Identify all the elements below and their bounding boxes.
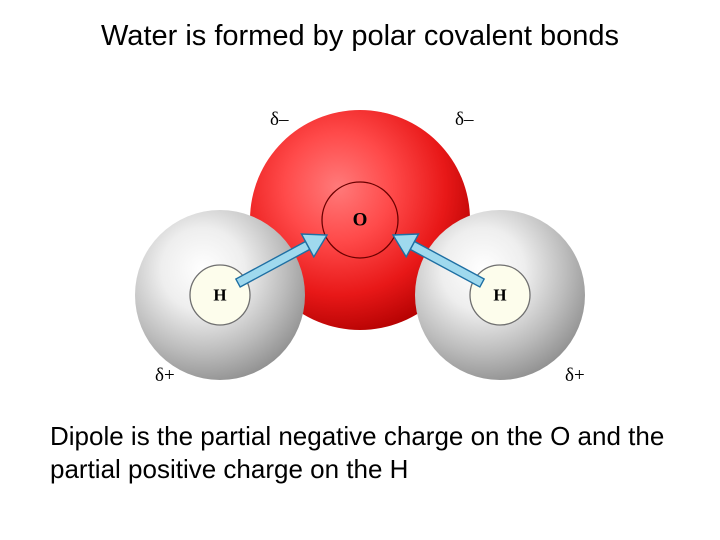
charge-label: δ+ xyxy=(155,365,175,385)
hydrogen-label: H xyxy=(493,286,506,305)
charge-label: δ– xyxy=(270,109,289,130)
hydrogen-label: H xyxy=(213,286,226,305)
slide: Water is formed by polar covalent bonds … xyxy=(0,0,720,540)
slide-title: Water is formed by polar covalent bonds xyxy=(0,20,720,53)
charge-label: δ+ xyxy=(565,365,585,385)
slide-caption: Dipole is the partial negative charge on… xyxy=(50,420,670,485)
water-molecule-diagram: O H Hδ– δ– δ+ δ+ xyxy=(120,85,600,385)
charge-label: δ– xyxy=(455,109,474,130)
molecule-svg: O H Hδ– δ– δ+ δ+ xyxy=(120,85,600,385)
hydrogen-atom: H xyxy=(135,210,305,380)
oxygen-label: O xyxy=(353,210,368,231)
hydrogen-atom: H xyxy=(415,210,585,380)
